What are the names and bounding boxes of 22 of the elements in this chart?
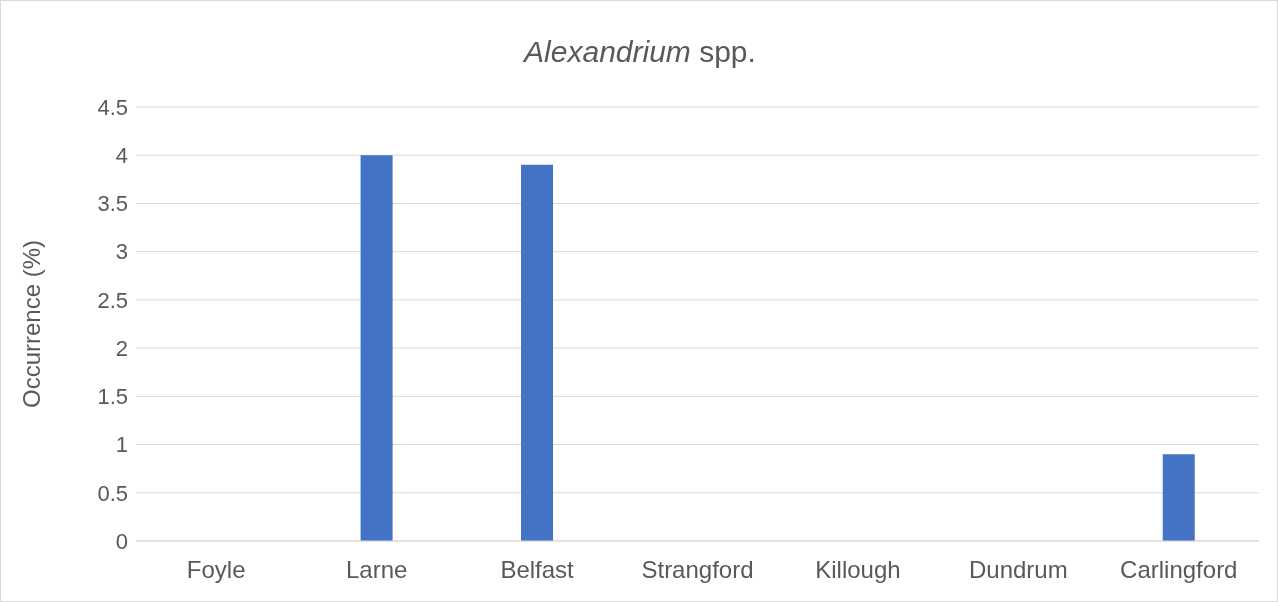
y-tick-label: 1.5: [97, 384, 128, 410]
bar: [360, 155, 393, 541]
x-tick-label: Strangford: [641, 556, 754, 584]
y-tick-label: 2.5: [97, 287, 128, 313]
y-tick-label: 3: [115, 239, 128, 265]
y-tick-label: 0: [115, 528, 128, 554]
bar: [521, 164, 554, 541]
x-tick-label: Belfast: [500, 556, 575, 584]
chart-title: Alexandrium spp.: [521, 35, 757, 69]
bar: [1162, 454, 1195, 541]
y-tick-label: 2: [115, 335, 128, 361]
x-tick-label: Dundrum: [969, 556, 1068, 584]
y-tick-label: 3.5: [97, 191, 128, 217]
y-tick-label: 0.5: [97, 480, 128, 506]
y-tick-label: 1: [115, 432, 128, 458]
y-tick-label: 4: [115, 143, 128, 169]
x-tick-label: Larne: [345, 556, 408, 584]
x-tick-label: Killough: [815, 556, 901, 584]
y-axis-title: Occurrence (%): [17, 239, 45, 409]
y-tick-label: 4.5: [97, 94, 128, 120]
x-tick-label: Foyle: [186, 556, 246, 584]
x-tick-label: Carlingford: [1120, 556, 1238, 584]
